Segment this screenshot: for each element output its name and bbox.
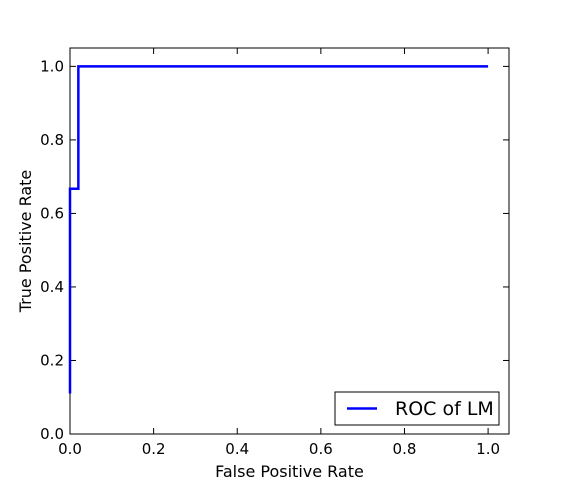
- legend-label: ROC of LM: [395, 398, 494, 420]
- x-tick-label: 0.6: [309, 440, 333, 458]
- y-tick-label: 0.4: [40, 278, 64, 296]
- y-axis-label: True Positive Rate: [16, 170, 35, 314]
- axes-frame: [69, 47, 510, 435]
- tick-labels: 0.0 0.2 0.4 0.6 0.8 1.0 0.0 0.2 0.4 0.6 0.8 1.0: [40, 57, 500, 458]
- x-tick-label: 0.4: [225, 440, 249, 458]
- y-tick-label: 1.0: [40, 57, 64, 75]
- y-tick-label: 0.6: [40, 204, 64, 222]
- legend: ROC of LM: [334, 391, 500, 426]
- x-tick-label: 0.2: [142, 440, 166, 458]
- x-tick-label: 0.8: [393, 440, 417, 458]
- plot-area: [68, 47, 510, 435]
- x-tick-label: 0.0: [58, 440, 82, 458]
- x-axis-label: False Positive Rate: [215, 462, 364, 481]
- axis-ticks: [69, 48, 509, 435]
- x-tick-label: 1.0: [476, 440, 500, 458]
- series-lines: [68, 65, 489, 394]
- y-tick-label: 0.0: [40, 425, 64, 443]
- roc-series-line: [68, 65, 489, 394]
- y-tick-label: 0.2: [40, 351, 64, 369]
- y-tick-label: 0.8: [40, 131, 64, 149]
